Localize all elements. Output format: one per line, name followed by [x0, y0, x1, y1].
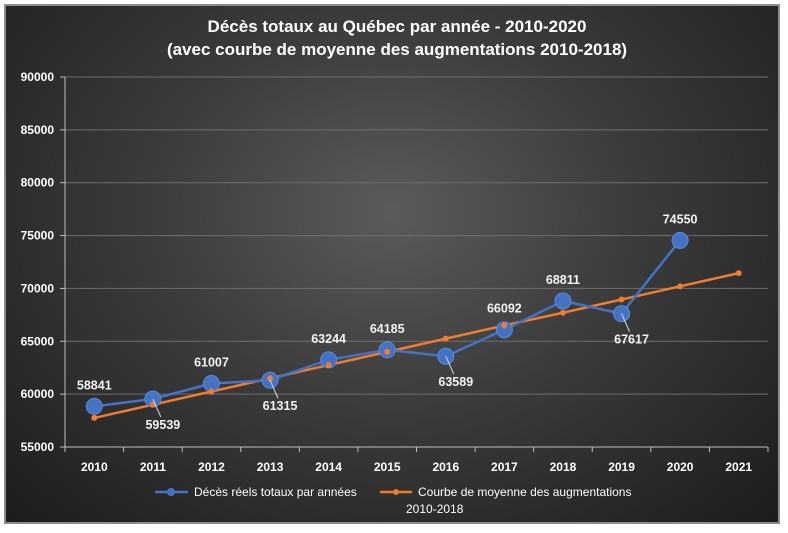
- trend-series-line: [94, 271, 739, 420]
- data-label: 74550: [663, 212, 698, 226]
- trend-data-point: [618, 296, 625, 303]
- x-tick-label: 2014: [315, 460, 342, 474]
- data-label: 61007: [194, 355, 229, 369]
- x-tick-label: 2011: [140, 460, 166, 474]
- data-label-leader: [269, 380, 279, 399]
- series-lines: [94, 239, 739, 420]
- y-tick-label: 60000: [21, 387, 55, 401]
- data-label: 59539: [145, 418, 180, 432]
- actual-data-point: [85, 397, 103, 415]
- data-label: 61315: [263, 399, 298, 413]
- data-label: 63589: [438, 375, 473, 389]
- trend-data-point: [384, 348, 391, 355]
- data-label-leader: [621, 313, 630, 332]
- y-tick-label: 75000: [21, 229, 55, 243]
- trend-data-point: [501, 322, 508, 329]
- data-label: 66092: [487, 302, 522, 316]
- data-label: 64185: [370, 322, 405, 336]
- y-tick-label: 85000: [21, 123, 55, 137]
- data-label-leader: [152, 398, 162, 418]
- trend-data-point: [91, 414, 98, 421]
- actual-data-point: [495, 321, 513, 339]
- y-tick-label: 65000: [21, 334, 55, 348]
- legend: Décès réels totaux par années Courbe de m…: [155, 485, 631, 516]
- legend-label-trend-line1: Courbe de moyenne des augmentations: [418, 485, 631, 499]
- x-tick-label: 2016: [432, 460, 459, 474]
- x-tick-label: 2015: [374, 460, 401, 474]
- data-labels: 58841 59539 61007 61315 63244 64185 63589 66092…: [77, 212, 698, 432]
- trend-data-point: [267, 375, 274, 382]
- y-tick-label: 80000: [21, 176, 55, 190]
- y-tick-label: 90000: [21, 70, 55, 84]
- x-tick-label: 2019: [608, 460, 635, 474]
- legend-label-actual: Décès réels totaux par années: [194, 485, 357, 499]
- trend-data-point: [559, 309, 566, 316]
- data-label: 58841: [77, 378, 112, 392]
- x-tick-label: 2020: [667, 460, 694, 474]
- legend-label-trend-line2: 2010-2018: [406, 502, 464, 516]
- trend-data-point: [735, 270, 742, 277]
- trend-data-point: [677, 283, 684, 290]
- series-markers: [85, 231, 742, 421]
- y-tick-label: 55000: [21, 440, 55, 454]
- actual-data-point: [554, 292, 572, 310]
- data-label: 63244: [311, 332, 346, 346]
- data-label-leader: [445, 355, 455, 375]
- x-tick-label: 2018: [550, 460, 577, 474]
- gridlines: [65, 76, 768, 395]
- chart-frame: [4, 4, 780, 524]
- x-tick-label: 2013: [257, 460, 284, 474]
- x-tick-label: 2012: [198, 460, 225, 474]
- trend-data-point: [208, 388, 215, 395]
- x-tick-label: 2010: [81, 460, 108, 474]
- x-tick-label: 2021: [725, 460, 752, 474]
- trend-data-point: [325, 362, 332, 369]
- data-label: 68811: [546, 273, 580, 287]
- data-label: 67617: [614, 333, 649, 347]
- actual-data-point: [671, 231, 689, 249]
- legend-marker-actual: [167, 488, 175, 496]
- trend-data-point: [442, 335, 449, 342]
- x-tick-label: 2017: [491, 460, 518, 474]
- y-tick-label: 70000: [21, 281, 55, 295]
- axes: 55000 60000 65000 70000 75000 80000 85000 90000…: [21, 70, 769, 474]
- chart-subtitle: (avec courbe de moyenne des augmentation…: [167, 40, 627, 59]
- legend-marker-trend: [393, 489, 399, 495]
- chart-title: Décès totaux au Québec par année - 2010-…: [208, 17, 587, 36]
